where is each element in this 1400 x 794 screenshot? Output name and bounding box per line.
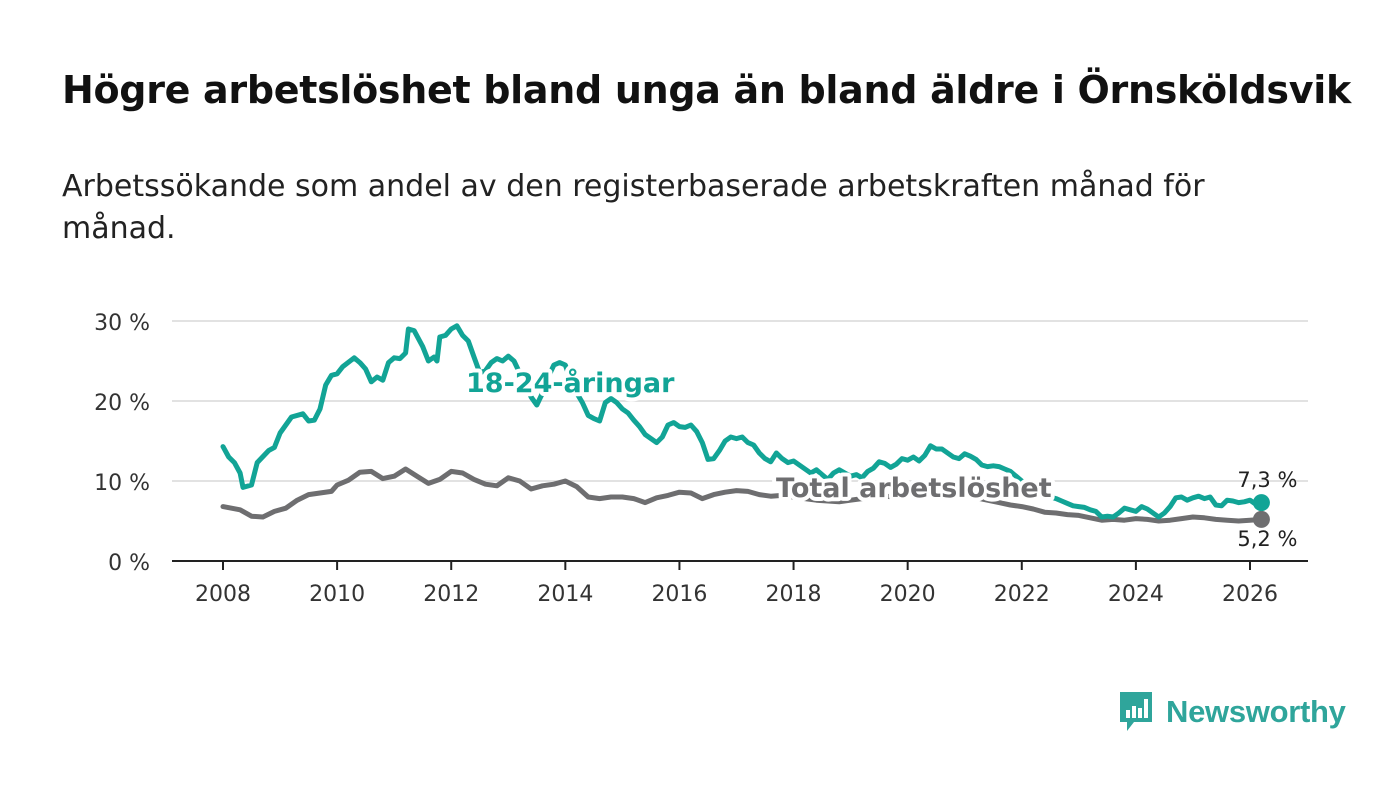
series-line-total: [220, 466, 1264, 524]
end-label-total: 5,2 %: [1237, 527, 1297, 551]
bar-chart-speech-bubble-icon: [1120, 692, 1152, 731]
end-point-youth: [1252, 494, 1270, 512]
series-label-total: Total arbetslöshet: [776, 473, 1052, 504]
logo-text: Newsworthy: [1166, 694, 1346, 729]
series-label-youth: 18-24-åringar: [466, 367, 675, 399]
series-line-youth: [220, 323, 1264, 520]
axes: 0 % 10 % 20 % 30 % 2008 2010 2012 2014 2016 2018 2…: [94, 311, 1308, 607]
y-tick-label: 30 %: [94, 311, 150, 336]
x-tick-label: 2012: [423, 582, 479, 607]
x-tick-label: 2026: [1222, 582, 1278, 607]
series-label-total-halo: Total arbetslöshet: [776, 473, 1052, 504]
x-tick-label: 2024: [1108, 582, 1164, 607]
series-label-youth-halo: 18-24-åringar: [466, 367, 675, 399]
x-tick-label: 2022: [994, 582, 1050, 607]
y-tick-label: 10 %: [94, 471, 150, 496]
y-tick-label: 0 %: [108, 551, 150, 576]
end-label-youth: 7,3 %: [1237, 468, 1297, 492]
x-tick-label: 2008: [195, 582, 251, 607]
x-tick-label: 2018: [766, 582, 822, 607]
series-lines: [220, 323, 1270, 528]
x-tick-label: 2010: [309, 582, 365, 607]
y-tick-label: 20 %: [94, 391, 150, 416]
newsworthy-logo: Newsworthy: [1118, 690, 1346, 734]
x-tick-label: 2016: [651, 582, 707, 607]
x-tick-label: 2020: [880, 582, 936, 607]
chart-subtitle: Arbetssökande som andel av den registerb…: [62, 169, 1205, 246]
x-tick-label: 2014: [537, 582, 593, 607]
end-point-total: [1252, 510, 1270, 528]
gridlines: [172, 320, 1308, 482]
chart-title: Högre arbetslöshet bland unga än bland ä…: [62, 68, 1351, 112]
